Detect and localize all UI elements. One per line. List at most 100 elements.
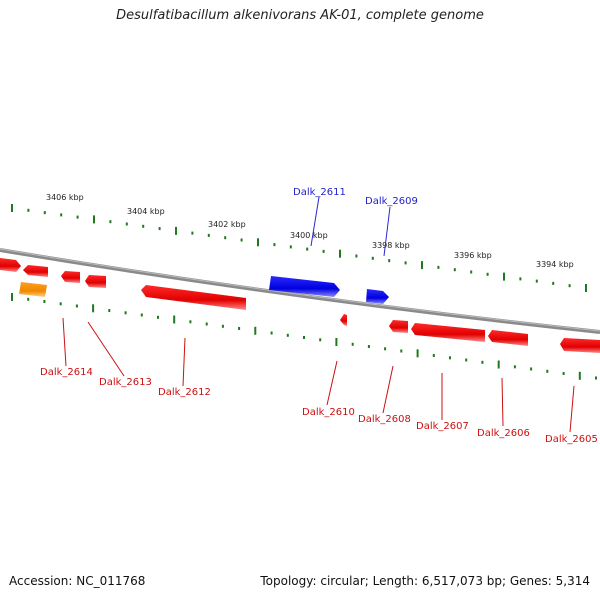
gene-label-dalk-2613[interactable]: Dalk_2613	[99, 377, 152, 388]
scale-tick	[27, 208, 30, 212]
scale-tick	[221, 324, 224, 328]
gene-label-dalk-2612[interactable]: Dalk_2612	[158, 387, 211, 398]
scale-tick	[562, 372, 565, 375]
scale-tick	[109, 220, 112, 224]
scale-tick	[240, 238, 243, 242]
scale-tick	[43, 211, 46, 215]
scale-tick	[322, 249, 325, 253]
scale-tick	[400, 349, 403, 353]
gene-label-dalk-2614[interactable]: Dalk_2614	[40, 367, 93, 378]
scale-tick	[437, 265, 440, 269]
scale-tick	[142, 224, 145, 228]
scale-tick	[535, 279, 538, 283]
scale-tick	[432, 354, 435, 357]
scale-tick	[546, 369, 549, 373]
gene-label-dalk-2608[interactable]: Dalk_2608	[358, 414, 411, 425]
gene-feature-dalk-2607[interactable]	[411, 323, 485, 342]
scale-label-3402: 3402 kbp	[208, 220, 246, 229]
gene-label-dalk-2611[interactable]: Dalk_2611	[293, 187, 346, 198]
scale-tick	[465, 358, 468, 362]
gene-feature[interactable]	[85, 275, 106, 288]
scale-tick	[416, 349, 419, 358]
scale-tick	[173, 315, 176, 324]
scale-tick	[306, 247, 309, 251]
scale-tick	[92, 304, 95, 313]
gene-feature-dalk-2605[interactable]	[560, 338, 600, 353]
scale-tick	[568, 284, 571, 288]
scale-tick	[595, 376, 597, 380]
gene-feature-dalk-2606[interactable]	[488, 330, 528, 346]
scale-label-3400: 3400 kbp	[290, 231, 328, 240]
scale-tick	[270, 331, 273, 335]
scale-tick	[124, 311, 127, 315]
gene-feature[interactable]	[23, 265, 48, 277]
scale-tick	[257, 238, 259, 247]
scale-tick	[585, 284, 587, 292]
scale-tick	[449, 356, 451, 360]
genome-axis-highlight	[0, 248, 600, 332]
scale-tick	[93, 215, 95, 224]
accession-label: Accession: NC_011768	[9, 574, 146, 588]
scale-tick	[140, 313, 143, 317]
map-title: Desulfatibacillum alkenivorans AK-01, co…	[116, 8, 484, 23]
scale-label-3406: 3406 kbp	[46, 193, 84, 202]
scale-tick	[224, 236, 227, 240]
scale-tick	[76, 215, 79, 219]
scale-tick	[421, 261, 423, 270]
scale-tick	[497, 360, 500, 369]
scale-tick	[552, 281, 555, 285]
scale-tick	[157, 315, 159, 319]
scale-tick	[27, 297, 30, 301]
gene-label-dalk-2609[interactable]: Dalk_2609	[365, 196, 418, 207]
scale-tick	[470, 270, 473, 274]
scale-tick	[158, 227, 161, 231]
scale-tick	[59, 302, 62, 306]
scale-tick	[384, 347, 387, 351]
scale-tick	[205, 322, 208, 326]
gene-feature-dalk-2611[interactable]	[269, 276, 340, 297]
gene-feature-other[interactable]	[19, 282, 47, 297]
scale-tick	[513, 365, 516, 369]
lower-scale-ticks	[11, 293, 597, 380]
scale-tick	[11, 293, 13, 301]
scale-tick	[486, 272, 489, 276]
gene-label-dalk-2606[interactable]: Dalk_2606	[477, 428, 530, 439]
genome-axis	[0, 248, 600, 334]
scale-tick	[404, 261, 407, 265]
scale-tick	[207, 233, 210, 237]
scale-tick	[351, 342, 354, 346]
scale-tick	[303, 336, 305, 339]
scale-tick	[367, 345, 370, 348]
scale-tick	[578, 371, 581, 380]
scale-tick	[319, 338, 322, 342]
scale-tick	[519, 277, 522, 281]
gene-label-dalk-2610[interactable]: Dalk_2610	[302, 407, 355, 418]
scale-tick	[238, 327, 241, 330]
scale-tick	[75, 304, 78, 308]
gene-feature-dalk-2612[interactable]	[141, 285, 246, 310]
scale-tick	[254, 326, 257, 335]
scale-tick	[60, 213, 63, 217]
gene-feature-dalk-2609[interactable]	[366, 289, 389, 304]
scale-tick	[191, 231, 194, 235]
scale-tick	[289, 245, 292, 249]
scale-tick	[503, 272, 505, 281]
scale-label-3394: 3394 kbp	[536, 260, 574, 269]
gene-label-dalk-2607[interactable]: Dalk_2607	[416, 421, 469, 432]
gene-feature-dalk-2608[interactable]	[389, 320, 408, 333]
upper-scale-ticks	[11, 204, 587, 292]
gene-feature-dalk-2610[interactable]	[340, 314, 347, 326]
gene-feature[interactable]	[61, 271, 80, 283]
scale-tick	[335, 338, 338, 346]
gene-feature[interactable]	[0, 258, 21, 272]
scale-tick	[339, 249, 341, 258]
topology-summary: Topology: circular; Length: 6,517,073 bp…	[260, 574, 590, 588]
scale-tick	[108, 309, 111, 312]
leader-lines	[62, 196, 575, 433]
scale-tick	[371, 256, 374, 260]
scale-tick	[530, 367, 533, 371]
scale-tick	[453, 268, 456, 272]
gene-label-dalk-2605[interactable]: Dalk_2605	[545, 434, 598, 445]
scale-tick	[388, 259, 391, 263]
